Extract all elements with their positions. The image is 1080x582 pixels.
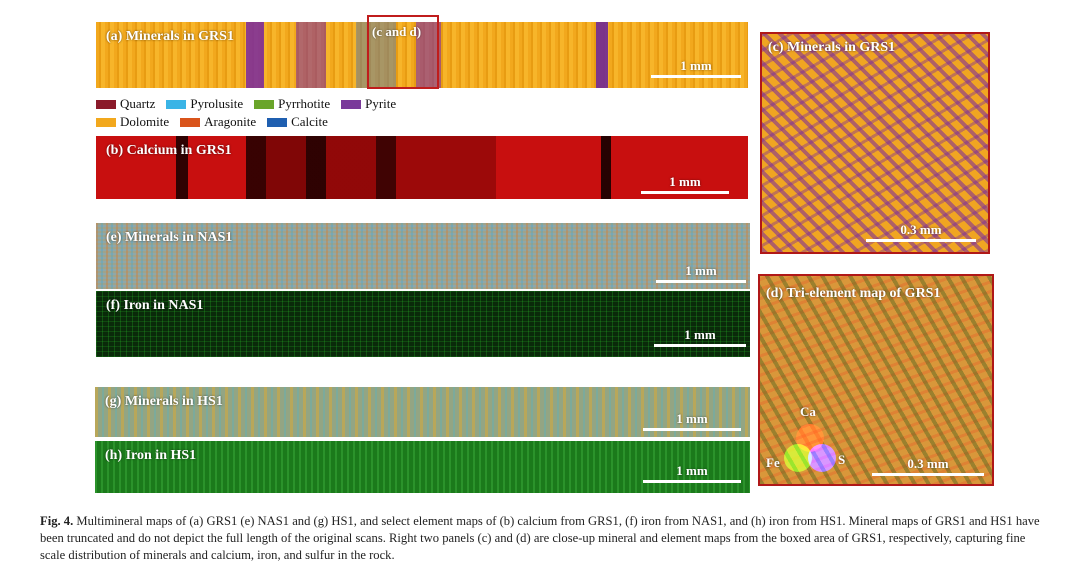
panel-a-minerals-grs1: (a) Minerals in GRS1 1 mm	[96, 22, 748, 88]
zoom-box	[367, 15, 439, 89]
legend-item-quartz: Quartz	[96, 96, 155, 112]
legend-item-pyrrhotite: Pyrrhotite	[254, 96, 330, 112]
fe-circle	[784, 444, 812, 472]
legend-label-dolomite: Dolomite	[120, 114, 170, 129]
legend-label-aragonite: Aragonite	[204, 114, 257, 129]
panel-g-scale-text: 1 mm	[676, 411, 708, 426]
legend-item-calcite: Calcite	[267, 114, 328, 130]
legend-label-calcite: Calcite	[291, 114, 328, 129]
legend-swatch-quartz	[96, 99, 116, 109]
ca-label: Ca	[800, 404, 816, 419]
legend-label-quartz: Quartz	[120, 96, 156, 111]
panel-h-iron-hs1: (h) Iron in HS1 1 mm	[95, 441, 750, 493]
legend-swatch-pyrrhotite	[254, 99, 275, 109]
zoom-box-label: (c and d)	[372, 24, 422, 39]
panel-g-label: (g) Minerals in HS1	[105, 394, 223, 409]
figure-caption: Fig. 4. Multimineral maps of (a) GRS1 (e…	[40, 513, 1050, 564]
tri-element-legend: Ca Fe S	[766, 404, 852, 476]
mineral-legend: Quartz Pyrolusite Pyrrhotite Pyrite Dolomit…	[96, 95, 456, 131]
caption-text: Multimineral maps of (a) GRS1 (e) NAS1 a…	[40, 514, 1040, 562]
panel-f-scalebar: 1 mm	[654, 327, 746, 347]
panel-c-label: (c) Minerals in GRS1	[768, 40, 896, 55]
legend-swatch-dolomite	[96, 117, 116, 127]
panel-f-label: (f) Iron in NAS1	[106, 298, 204, 313]
panel-h-label: (h) Iron in HS1	[105, 448, 197, 463]
legend-item-pyrite: Pyrite	[341, 96, 396, 112]
panel-d-label: (d) Tri-element map of GRS1	[766, 286, 941, 301]
legend-item-aragonite: Aragonite	[180, 114, 256, 130]
panel-h-scalebar: 1 mm	[643, 463, 741, 483]
caption-figure-number: Fig. 4.	[40, 514, 74, 528]
legend-item-dolomite: Dolomite	[96, 114, 169, 130]
legend-swatch-calcite	[267, 117, 288, 127]
panel-c-scale-text: 0.3 mm	[900, 222, 942, 237]
panel-g-minerals-hs1: (g) Minerals in HS1 1 mm	[95, 387, 750, 437]
legend-row-1: Quartz Pyrolusite Pyrrhotite Pyrite	[96, 95, 456, 113]
panel-e-minerals-nas1: (e) Minerals in NAS1 1 mm	[96, 223, 750, 289]
panel-h-scale-text: 1 mm	[676, 463, 708, 478]
legend-item-pyrolusite: Pyrolusite	[166, 96, 243, 112]
legend-swatch-pyrite	[341, 99, 362, 109]
panel-f-iron-nas1: (f) Iron in NAS1 1 mm	[96, 291, 750, 357]
panel-f-scale-text: 1 mm	[684, 327, 716, 342]
panel-b-calcium-grs1: (b) Calcium in GRS1 1 mm	[96, 136, 748, 199]
s-label: S	[838, 452, 846, 467]
panel-e-label: (e) Minerals in NAS1	[106, 230, 233, 245]
legend-label-pyrite: Pyrite	[365, 96, 397, 111]
panel-e-scale-text: 1 mm	[685, 263, 717, 278]
panel-c-minerals-grs1-closeup: (c) Minerals in GRS1 0.3 mm	[760, 32, 990, 254]
panel-a-scalebar: 1 mm	[651, 58, 741, 78]
panel-b-label: (b) Calcium in GRS1	[106, 143, 232, 158]
legend-swatch-pyrolusite	[166, 99, 187, 109]
panel-e-scalebar: 1 mm	[656, 263, 746, 283]
panel-a-label: (a) Minerals in GRS1	[106, 29, 234, 44]
s-circle	[808, 444, 836, 472]
panel-g-scalebar: 1 mm	[643, 411, 741, 431]
legend-row-2: Dolomite Aragonite Calcite	[96, 113, 456, 131]
panel-b-scalebar: 1 mm	[641, 174, 729, 194]
panel-b-scale-text: 1 mm	[669, 174, 701, 189]
legend-label-pyrrhotite: Pyrrhotite	[278, 96, 331, 111]
legend-swatch-aragonite	[180, 117, 201, 127]
panel-d-scale-text: 0.3 mm	[907, 456, 949, 471]
fe-label: Fe	[766, 455, 780, 470]
panel-d-scalebar: 0.3 mm	[872, 456, 984, 476]
panel-a-scale-text: 1 mm	[680, 58, 712, 73]
legend-label-pyrolusite: Pyrolusite	[190, 96, 244, 111]
panel-c-scalebar: 0.3 mm	[866, 222, 976, 242]
